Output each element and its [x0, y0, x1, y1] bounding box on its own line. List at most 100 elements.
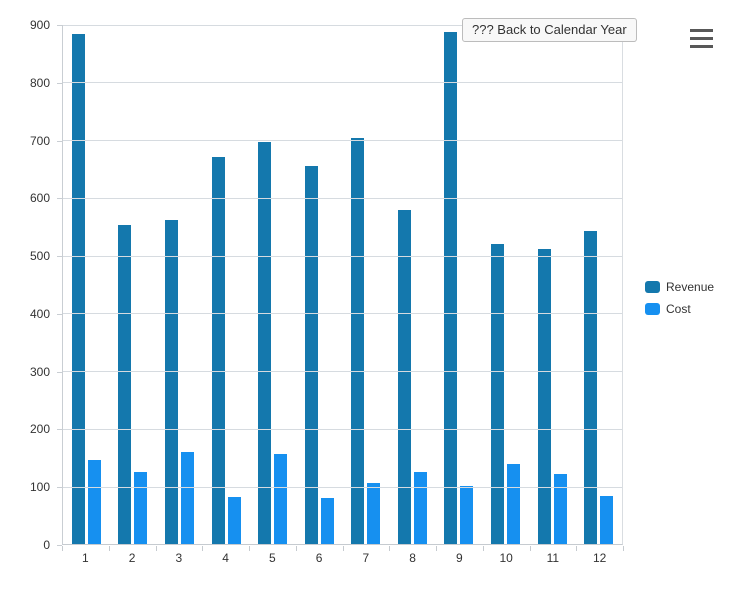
y-axis-tick	[57, 256, 62, 258]
x-axis-label-7: 7	[362, 551, 370, 565]
bar-revenue-8[interactable]	[397, 209, 411, 544]
bar-group-1	[63, 25, 110, 544]
bar-cost-5[interactable]	[274, 454, 288, 544]
bar-cost-11[interactable]	[553, 474, 567, 544]
y-axis-label-0: 0	[43, 538, 50, 552]
bar-group-7	[342, 25, 389, 544]
x-axis-label-3: 3	[175, 551, 183, 565]
bar-revenue-1[interactable]	[71, 33, 85, 544]
legend-swatch-revenue	[645, 281, 660, 293]
bar-cost-8[interactable]	[413, 471, 427, 544]
x-axis-tick	[155, 546, 157, 551]
gridline-800	[63, 82, 622, 84]
y-axis-label-600: 600	[29, 191, 50, 206]
bar-cost-9[interactable]	[460, 486, 474, 544]
gridline-200	[63, 428, 622, 430]
bar-revenue-7[interactable]	[351, 137, 365, 544]
bar-revenue-12[interactable]	[584, 231, 598, 544]
bar-revenue-4[interactable]	[211, 156, 225, 544]
bar-cost-6[interactable]	[320, 497, 334, 544]
y-axis-label-700: 700	[29, 133, 50, 148]
y-axis-tick	[57, 371, 62, 373]
legend-swatch-cost	[645, 303, 660, 315]
bar-revenue-9[interactable]	[444, 32, 458, 544]
bar-revenue-11[interactable]	[537, 249, 551, 544]
bar-group-5	[249, 25, 296, 544]
y-axis-label-400: 400	[29, 306, 50, 321]
bar-revenue-6[interactable]	[304, 165, 318, 544]
y-axis-label-500: 500	[29, 249, 50, 264]
legend-label-cost: Cost	[666, 302, 691, 316]
x-axis-label-11: 11	[546, 551, 560, 565]
bar-cost-4[interactable]	[227, 497, 241, 544]
x-axis-tick	[342, 546, 344, 551]
back-to-calendar-year-button[interactable]: ??? Back to Calendar Year	[462, 18, 637, 42]
bar-group-2	[110, 25, 157, 544]
legend-label-revenue: Revenue	[666, 280, 715, 294]
gridline-400	[63, 313, 622, 315]
bar-group-12	[575, 25, 622, 544]
bar-group-10	[482, 25, 529, 544]
y-axis-tick	[57, 429, 62, 431]
gridline-600	[63, 197, 622, 199]
bar-group-8	[389, 25, 436, 544]
x-axis-tick	[529, 546, 531, 551]
bar-cost-12[interactable]	[600, 495, 614, 544]
x-axis-tick	[202, 546, 204, 551]
x-axis-tick	[62, 546, 63, 551]
bar-cost-7[interactable]	[367, 482, 381, 544]
hamburger-menu-icon[interactable]	[688, 26, 715, 52]
y-axis-tick	[57, 545, 62, 546]
bar-cost-1[interactable]	[87, 459, 101, 544]
y-axis-tick	[57, 313, 62, 315]
x-axis-label-4: 4	[222, 551, 229, 565]
x-axis-tick	[436, 546, 437, 551]
x-axis-label-9: 9	[456, 551, 463, 565]
legend-item-revenue[interactable]: Revenue	[645, 280, 714, 294]
plot-area	[62, 24, 623, 545]
bar-revenue-5[interactable]	[258, 142, 272, 544]
y-axis-tick	[57, 487, 62, 489]
hamburger-stripe	[690, 29, 713, 32]
y-axis-label-800: 800	[29, 75, 50, 90]
y-axis-tick	[57, 82, 62, 84]
hamburger-stripe	[690, 37, 713, 40]
x-axis-label-8: 8	[409, 551, 416, 565]
legend: Revenue Cost	[645, 280, 714, 324]
x-axis-label-1: 1	[82, 551, 89, 565]
bar-cost-10[interactable]	[506, 464, 520, 544]
legend-item-cost[interactable]: Cost	[645, 302, 714, 316]
bar-groups	[63, 25, 622, 544]
x-axis-tick	[108, 546, 110, 551]
x-axis-tick	[389, 546, 391, 551]
bar-group-3	[156, 25, 203, 544]
bar-cost-3[interactable]	[180, 451, 194, 544]
gridline-500	[63, 255, 622, 257]
x-axis-label-10: 10	[499, 551, 513, 565]
x-axis-label-6: 6	[315, 551, 323, 565]
y-axis-tick	[57, 25, 62, 26]
gridline-100	[63, 486, 622, 488]
bar-cost-2[interactable]	[134, 471, 148, 544]
y-axis-label-100: 100	[29, 480, 50, 495]
bar-group-9	[436, 25, 483, 544]
x-axis-label-12: 12	[592, 551, 607, 565]
bar-group-6	[296, 25, 343, 544]
bar-revenue-3[interactable]	[164, 220, 178, 544]
x-axis-tick	[576, 546, 578, 551]
x-axis-tick	[623, 546, 624, 551]
x-axis-label-5: 5	[269, 551, 276, 565]
y-axis-tick	[57, 198, 62, 200]
y-axis-label-900: 900	[29, 18, 50, 32]
gridline-900	[63, 24, 622, 26]
bar-group-4	[203, 25, 250, 544]
bar-revenue-10[interactable]	[490, 243, 504, 544]
gridline-700	[63, 140, 622, 142]
y-axis-label-200: 200	[29, 422, 50, 437]
x-axis-tick	[249, 546, 250, 551]
x-axis-tick	[482, 546, 484, 551]
x-axis-label-2: 2	[128, 551, 136, 565]
y-axis-tick	[57, 140, 62, 142]
bar-revenue-2[interactable]	[118, 224, 132, 544]
